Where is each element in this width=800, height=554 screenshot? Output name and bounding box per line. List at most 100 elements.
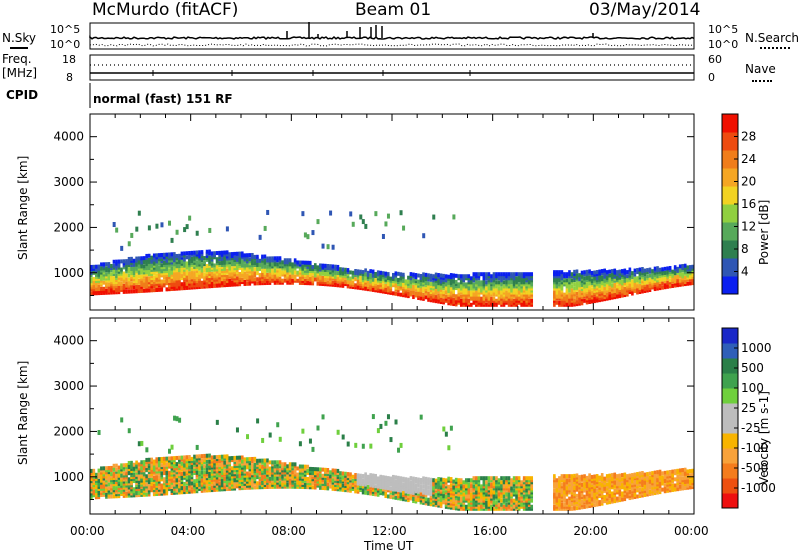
cell	[610, 279, 614, 284]
cell	[223, 468, 226, 473]
cell	[125, 263, 128, 268]
power-cbar-tick-label: 4	[741, 265, 749, 279]
cell	[140, 466, 143, 471]
cell	[235, 255, 239, 260]
cell	[162, 254, 166, 259]
cell	[447, 499, 450, 504]
cell	[555, 272, 559, 277]
cell	[449, 277, 453, 282]
cell	[288, 480, 292, 485]
cell	[157, 275, 161, 280]
cell	[193, 267, 196, 272]
cell	[223, 470, 226, 475]
cell	[263, 483, 267, 488]
cell	[593, 284, 596, 289]
cell	[563, 274, 566, 279]
cell	[145, 492, 148, 497]
cell	[225, 252, 229, 257]
cell	[220, 456, 224, 461]
cell	[422, 286, 425, 291]
cell	[271, 482, 274, 487]
cell	[215, 455, 219, 460]
cell	[160, 269, 164, 274]
cell	[147, 470, 151, 475]
cell	[230, 456, 234, 461]
cell	[558, 282, 561, 287]
cell	[208, 267, 211, 272]
cell	[95, 289, 98, 294]
cell	[369, 489, 372, 494]
cell	[208, 255, 211, 260]
cell	[162, 265, 166, 270]
cell	[588, 291, 591, 296]
cell	[404, 293, 408, 298]
cell	[293, 278, 297, 283]
cell	[336, 275, 340, 280]
cell	[658, 267, 662, 272]
cell	[188, 457, 191, 462]
cell	[344, 473, 347, 478]
cell	[243, 279, 247, 284]
cell	[673, 271, 677, 276]
cell	[646, 276, 649, 281]
cell	[233, 470, 237, 475]
cell	[193, 483, 196, 488]
cell	[135, 256, 138, 261]
cell	[200, 458, 204, 463]
cell	[95, 480, 98, 485]
cell	[127, 263, 131, 268]
cell	[444, 500, 448, 505]
cell	[628, 289, 632, 294]
cell	[434, 299, 438, 304]
cell	[439, 491, 443, 496]
cell	[477, 302, 481, 307]
cell	[107, 490, 111, 495]
cell	[419, 488, 423, 493]
cell	[500, 286, 503, 291]
cell	[283, 484, 287, 489]
cell	[477, 288, 481, 293]
cell	[253, 465, 257, 470]
cell	[135, 491, 138, 496]
cell	[356, 481, 360, 486]
cell	[150, 261, 153, 266]
cell	[394, 283, 398, 288]
cell	[168, 464, 171, 469]
cell	[462, 504, 466, 509]
cell	[585, 273, 589, 278]
cell	[308, 479, 312, 484]
cell	[643, 276, 647, 281]
cell	[281, 478, 284, 483]
cell	[298, 470, 302, 475]
cell	[120, 475, 123, 480]
cell	[681, 280, 685, 285]
cell	[454, 502, 458, 507]
cell	[578, 283, 581, 288]
cell	[678, 282, 682, 287]
cell	[102, 274, 106, 279]
cell	[623, 280, 627, 285]
cell	[676, 279, 679, 284]
cell	[361, 278, 365, 283]
cell	[454, 284, 458, 289]
cell	[162, 275, 166, 280]
cell	[661, 277, 664, 282]
cell	[568, 296, 571, 301]
cell	[386, 274, 390, 279]
cell	[150, 465, 153, 470]
cell	[381, 283, 385, 288]
cell	[319, 263, 322, 268]
cell	[417, 495, 420, 500]
cell	[130, 462, 133, 467]
cell	[183, 463, 186, 468]
cell	[376, 484, 380, 489]
cell	[487, 274, 491, 279]
cell	[165, 254, 169, 259]
cell	[107, 474, 111, 479]
cell	[404, 497, 408, 502]
cell	[648, 288, 652, 293]
cell	[432, 500, 435, 505]
cell	[157, 467, 161, 472]
cell	[439, 495, 443, 500]
cell	[447, 492, 450, 497]
